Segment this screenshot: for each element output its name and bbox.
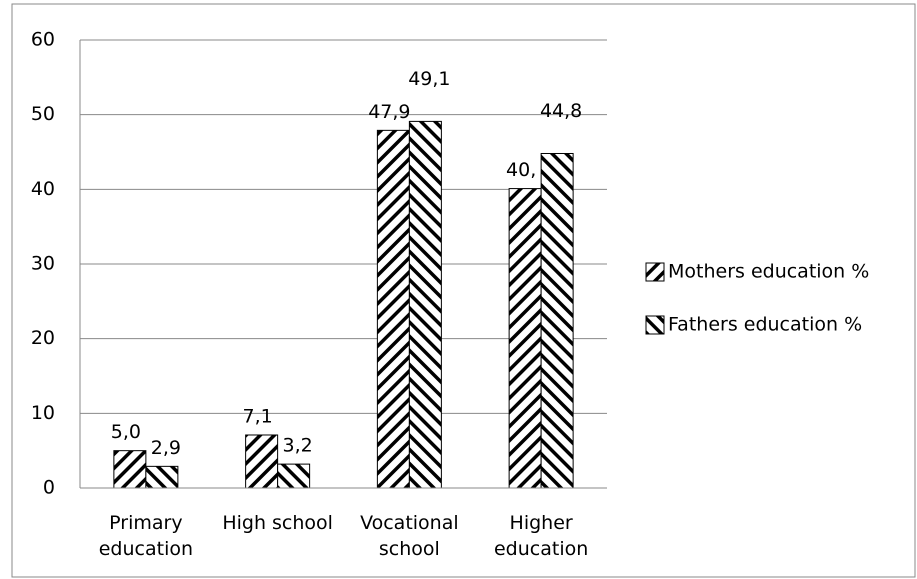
bar: [540, 152, 574, 489]
legend-label: Mothers education %: [668, 261, 869, 283]
y-tick-label: 60: [31, 29, 55, 51]
y-tick-label: 20: [31, 327, 55, 349]
data-label: 40,: [506, 159, 536, 181]
bar: [245, 434, 279, 489]
data-label: 5,0: [111, 421, 141, 443]
legend-label: Fathers education %: [668, 314, 862, 336]
y-tick-label: 0: [43, 477, 55, 499]
y-tick-label: 40: [31, 178, 55, 200]
data-label: 44,8: [540, 100, 582, 122]
y-tick-label: 30: [31, 253, 55, 275]
bar: [408, 120, 442, 489]
x-tick-label: Higher education: [493, 512, 589, 560]
bar: [376, 129, 410, 489]
data-label: 49,1: [408, 68, 450, 90]
bar: [145, 465, 179, 489]
y-tick-label: 10: [31, 402, 55, 424]
data-label: 3,2: [283, 435, 313, 457]
y-tick-label: 50: [31, 103, 55, 125]
x-tick-label: Vocational school: [360, 512, 459, 560]
legend-swatch: [645, 315, 665, 335]
data-label: 2,9: [151, 437, 181, 459]
bar: [508, 188, 542, 489]
bar: [113, 450, 147, 489]
chart-frame: [11, 3, 916, 578]
x-tick-label: High school: [222, 512, 333, 534]
bar: [277, 463, 311, 489]
x-tick-label: Primary education: [98, 512, 194, 560]
legend-swatch: [645, 262, 665, 282]
data-label: 7,1: [243, 405, 273, 427]
data-label: 47,9: [368, 101, 410, 123]
